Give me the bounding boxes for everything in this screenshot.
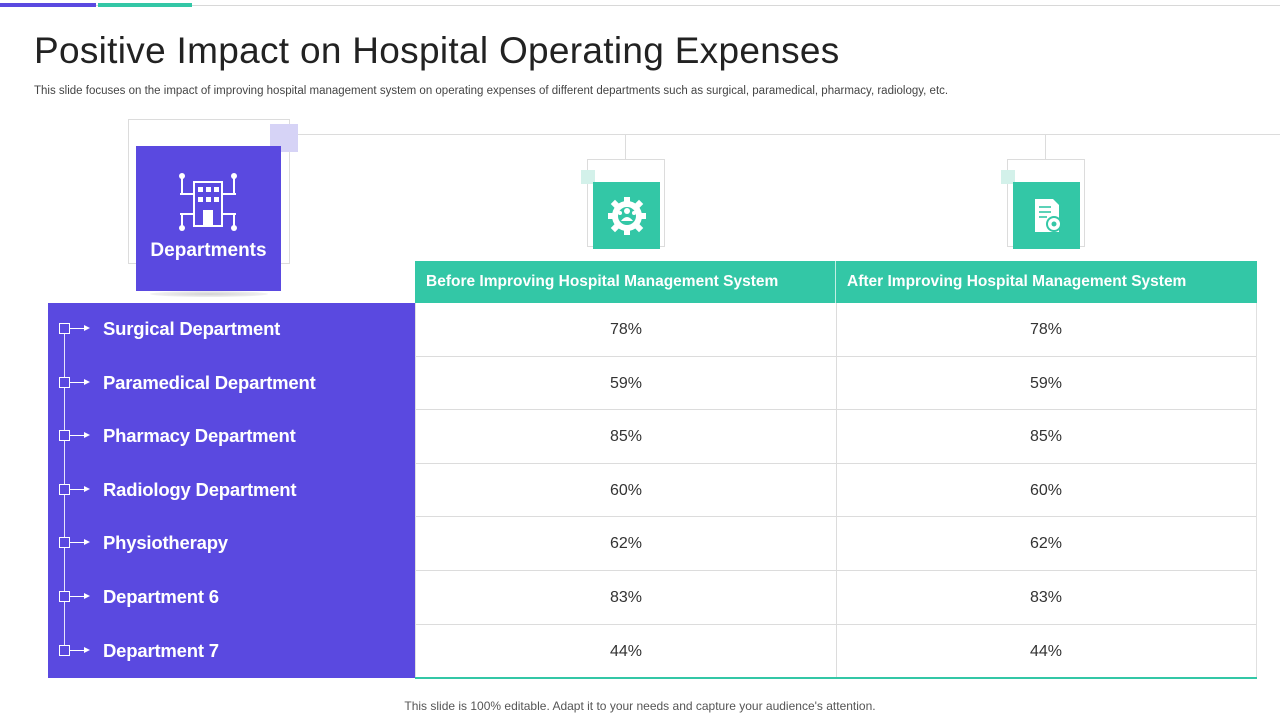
table-row: 85% 85% xyxy=(416,410,1256,464)
table-row: 62% 62% xyxy=(416,517,1256,571)
table-body: 78% 78% 59% 59% 85% 85% 60% 60% 62% 62% … xyxy=(415,303,1257,678)
page-subtitle: This slide focuses on the impact of impr… xyxy=(34,85,949,97)
department-row: Paramedical Department xyxy=(48,357,415,411)
arrow-right-icon xyxy=(70,432,90,439)
table-row: 59% 59% xyxy=(416,357,1256,411)
tree-node-icon xyxy=(59,483,70,495)
connector-line xyxy=(290,134,1280,135)
arrow-right-icon xyxy=(70,646,90,653)
arrow-right-icon xyxy=(70,485,90,492)
tree-node-icon xyxy=(59,644,70,656)
arrow-right-icon xyxy=(70,325,90,331)
department-label: Radiology Department xyxy=(103,478,297,500)
top-accent-purple xyxy=(0,3,96,7)
department-row: Physiotherapy xyxy=(48,517,415,571)
after-value: 85% xyxy=(1029,428,1063,446)
table-row: 83% 83% xyxy=(416,571,1256,625)
table-row: 44% 44% xyxy=(416,625,1256,679)
page-title: Positive Impact on Hospital Operating Ex… xyxy=(34,30,840,71)
department-label: Paramedical Department xyxy=(103,371,316,393)
table-header: Before Improving Hospital Management Sys… xyxy=(415,261,1257,303)
hospital-building-icon xyxy=(176,172,240,234)
table-row: 60% 60% xyxy=(416,464,1256,518)
departments-card-shadow xyxy=(150,291,268,297)
department-label: Surgical Department xyxy=(103,318,281,339)
department-label: Department 6 xyxy=(103,586,219,607)
column-divider xyxy=(836,303,837,678)
after-value: 44% xyxy=(1029,642,1063,660)
department-row: Pharmacy Department xyxy=(48,410,415,464)
before-value: 59% xyxy=(609,374,643,392)
header-before: Before Improving Hospital Management Sys… xyxy=(426,273,779,290)
top-divider xyxy=(0,5,1280,6)
after-value: 78% xyxy=(1029,321,1063,338)
tree-node-icon xyxy=(59,376,70,388)
header-divider xyxy=(835,261,836,303)
before-value: 44% xyxy=(609,642,643,660)
footer-note: This slide is 100% editable. Adapt it to… xyxy=(404,699,876,713)
departments-card: Departments xyxy=(136,146,281,291)
before-value: 62% xyxy=(609,535,643,553)
tree-node-icon xyxy=(59,430,70,442)
before-value: 60% xyxy=(609,481,643,499)
after-value: 62% xyxy=(1029,535,1063,553)
department-label: Physiotherapy xyxy=(103,532,228,554)
arrow-right-icon xyxy=(70,593,90,599)
department-row: Radiology Department xyxy=(48,464,415,518)
tree-node-icon xyxy=(59,591,70,602)
top-accent-teal xyxy=(98,3,192,7)
before-value: 78% xyxy=(609,321,643,338)
after-value: 60% xyxy=(1029,481,1063,499)
table-row: 78% 78% xyxy=(416,303,1256,357)
document-gear-icon xyxy=(1013,182,1080,249)
department-row: Surgical Department xyxy=(48,303,415,357)
arrow-right-icon xyxy=(70,378,90,385)
before-value: 83% xyxy=(609,589,643,606)
after-value: 83% xyxy=(1029,589,1063,606)
team-gear-icon xyxy=(593,182,660,249)
tree-node-icon xyxy=(59,323,70,334)
header-after: After Improving Hospital Management Syst… xyxy=(847,273,1187,290)
table-bottom-rule xyxy=(415,677,1257,679)
department-label: Pharmacy Department xyxy=(103,425,296,447)
department-list: Surgical Department Paramedical Departme… xyxy=(48,303,415,678)
before-value: 85% xyxy=(609,428,643,446)
after-icon-accent xyxy=(1001,170,1015,184)
department-row: Department 7 xyxy=(48,625,415,679)
department-row: Department 6 xyxy=(48,571,415,625)
before-icon-accent xyxy=(581,170,595,184)
department-label: Department 7 xyxy=(103,639,219,661)
connector-drop-before xyxy=(625,134,626,160)
connector-drop-after xyxy=(1045,134,1046,160)
departments-card-label: Departments xyxy=(150,240,267,261)
arrow-right-icon xyxy=(70,539,90,546)
after-value: 59% xyxy=(1029,374,1063,392)
tree-node-icon xyxy=(59,537,70,549)
